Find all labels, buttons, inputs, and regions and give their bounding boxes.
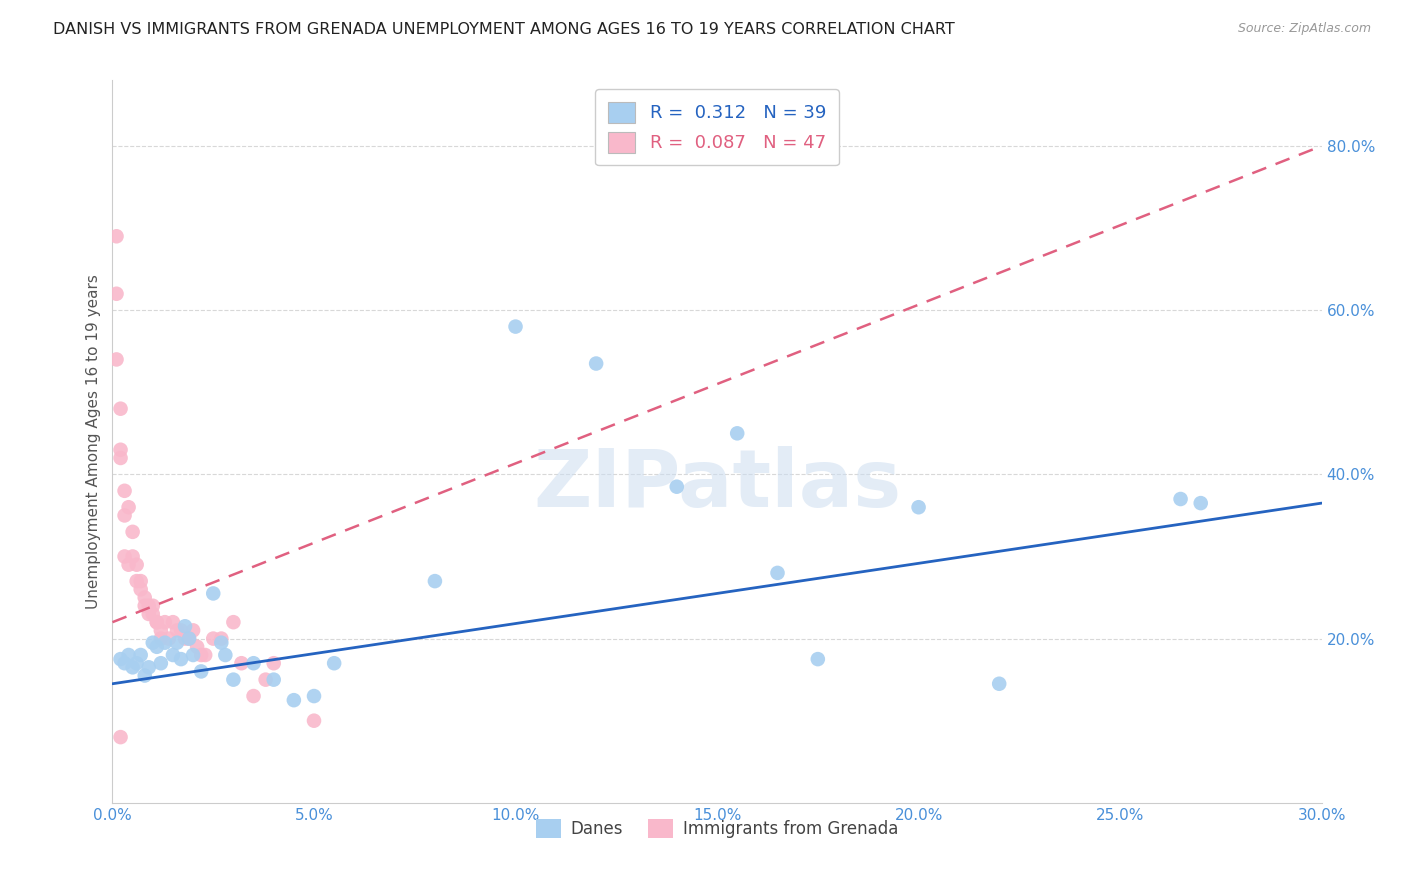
- Point: [110, 730, 132, 744]
- Point: [125, 657, 148, 671]
- Point: [209, 632, 232, 646]
- Point: [134, 599, 156, 613]
- Point: [134, 591, 156, 605]
- Point: [263, 657, 285, 671]
- Point: [907, 500, 929, 515]
- Point: [177, 632, 200, 646]
- Point: [222, 673, 245, 687]
- Point: [988, 677, 1011, 691]
- Point: [505, 319, 527, 334]
- Point: [157, 632, 180, 646]
- Point: [149, 624, 172, 638]
- Point: [423, 574, 446, 588]
- Y-axis label: Unemployment Among Ages 16 to 19 years: Unemployment Among Ages 16 to 19 years: [86, 274, 101, 609]
- Point: [114, 508, 136, 523]
- Point: [194, 648, 217, 662]
- Point: [146, 615, 169, 630]
- Point: [142, 636, 165, 650]
- Point: [242, 657, 264, 671]
- Point: [1189, 496, 1212, 510]
- Point: [105, 229, 128, 244]
- Point: [162, 615, 184, 630]
- Point: [170, 624, 193, 638]
- Legend: Danes, Immigrants from Grenada: Danes, Immigrants from Grenada: [529, 813, 905, 845]
- Point: [190, 648, 212, 662]
- Point: [665, 480, 688, 494]
- Text: ZIPatlas: ZIPatlas: [533, 446, 901, 524]
- Point: [105, 286, 128, 301]
- Point: [114, 483, 136, 498]
- Point: [117, 558, 139, 572]
- Point: [174, 619, 197, 633]
- Point: [202, 632, 225, 646]
- Point: [142, 599, 165, 613]
- Point: [114, 549, 136, 564]
- Point: [323, 657, 346, 671]
- Point: [186, 640, 208, 654]
- Point: [110, 652, 132, 666]
- Text: DANISH VS IMMIGRANTS FROM GRENADA UNEMPLOYMENT AMONG AGES 16 TO 19 YEARS CORRELA: DANISH VS IMMIGRANTS FROM GRENADA UNEMPL…: [53, 22, 955, 37]
- Point: [202, 586, 225, 600]
- Point: [190, 665, 212, 679]
- Point: [166, 636, 188, 650]
- Point: [242, 689, 264, 703]
- Text: Source: ZipAtlas.com: Source: ZipAtlas.com: [1237, 22, 1371, 36]
- Point: [162, 648, 184, 662]
- Point: [807, 652, 830, 666]
- Point: [170, 652, 193, 666]
- Point: [174, 632, 197, 646]
- Point: [181, 648, 204, 662]
- Point: [110, 442, 132, 457]
- Point: [149, 632, 172, 646]
- Point: [585, 357, 607, 371]
- Point: [153, 636, 176, 650]
- Point: [117, 648, 139, 662]
- Point: [138, 599, 160, 613]
- Point: [129, 582, 152, 597]
- Point: [121, 549, 143, 564]
- Point: [725, 426, 748, 441]
- Point: [149, 657, 172, 671]
- Point: [146, 615, 169, 630]
- Point: [231, 657, 253, 671]
- Point: [302, 689, 325, 703]
- Point: [166, 624, 188, 638]
- Point: [181, 624, 204, 638]
- Point: [125, 558, 148, 572]
- Point: [766, 566, 789, 580]
- Point: [114, 657, 136, 671]
- Point: [129, 648, 152, 662]
- Point: [222, 615, 245, 630]
- Point: [134, 668, 156, 682]
- Point: [283, 693, 305, 707]
- Point: [105, 352, 128, 367]
- Point: [1170, 491, 1192, 506]
- Point: [110, 401, 132, 416]
- Point: [153, 615, 176, 630]
- Point: [209, 636, 232, 650]
- Point: [138, 607, 160, 621]
- Point: [129, 574, 152, 588]
- Point: [214, 648, 236, 662]
- Point: [177, 632, 200, 646]
- Point: [254, 673, 277, 687]
- Point: [146, 640, 169, 654]
- Point: [110, 450, 132, 465]
- Point: [263, 673, 285, 687]
- Point: [302, 714, 325, 728]
- Point: [117, 500, 139, 515]
- Point: [142, 607, 165, 621]
- Point: [121, 660, 143, 674]
- Point: [121, 524, 143, 539]
- Point: [125, 574, 148, 588]
- Point: [138, 660, 160, 674]
